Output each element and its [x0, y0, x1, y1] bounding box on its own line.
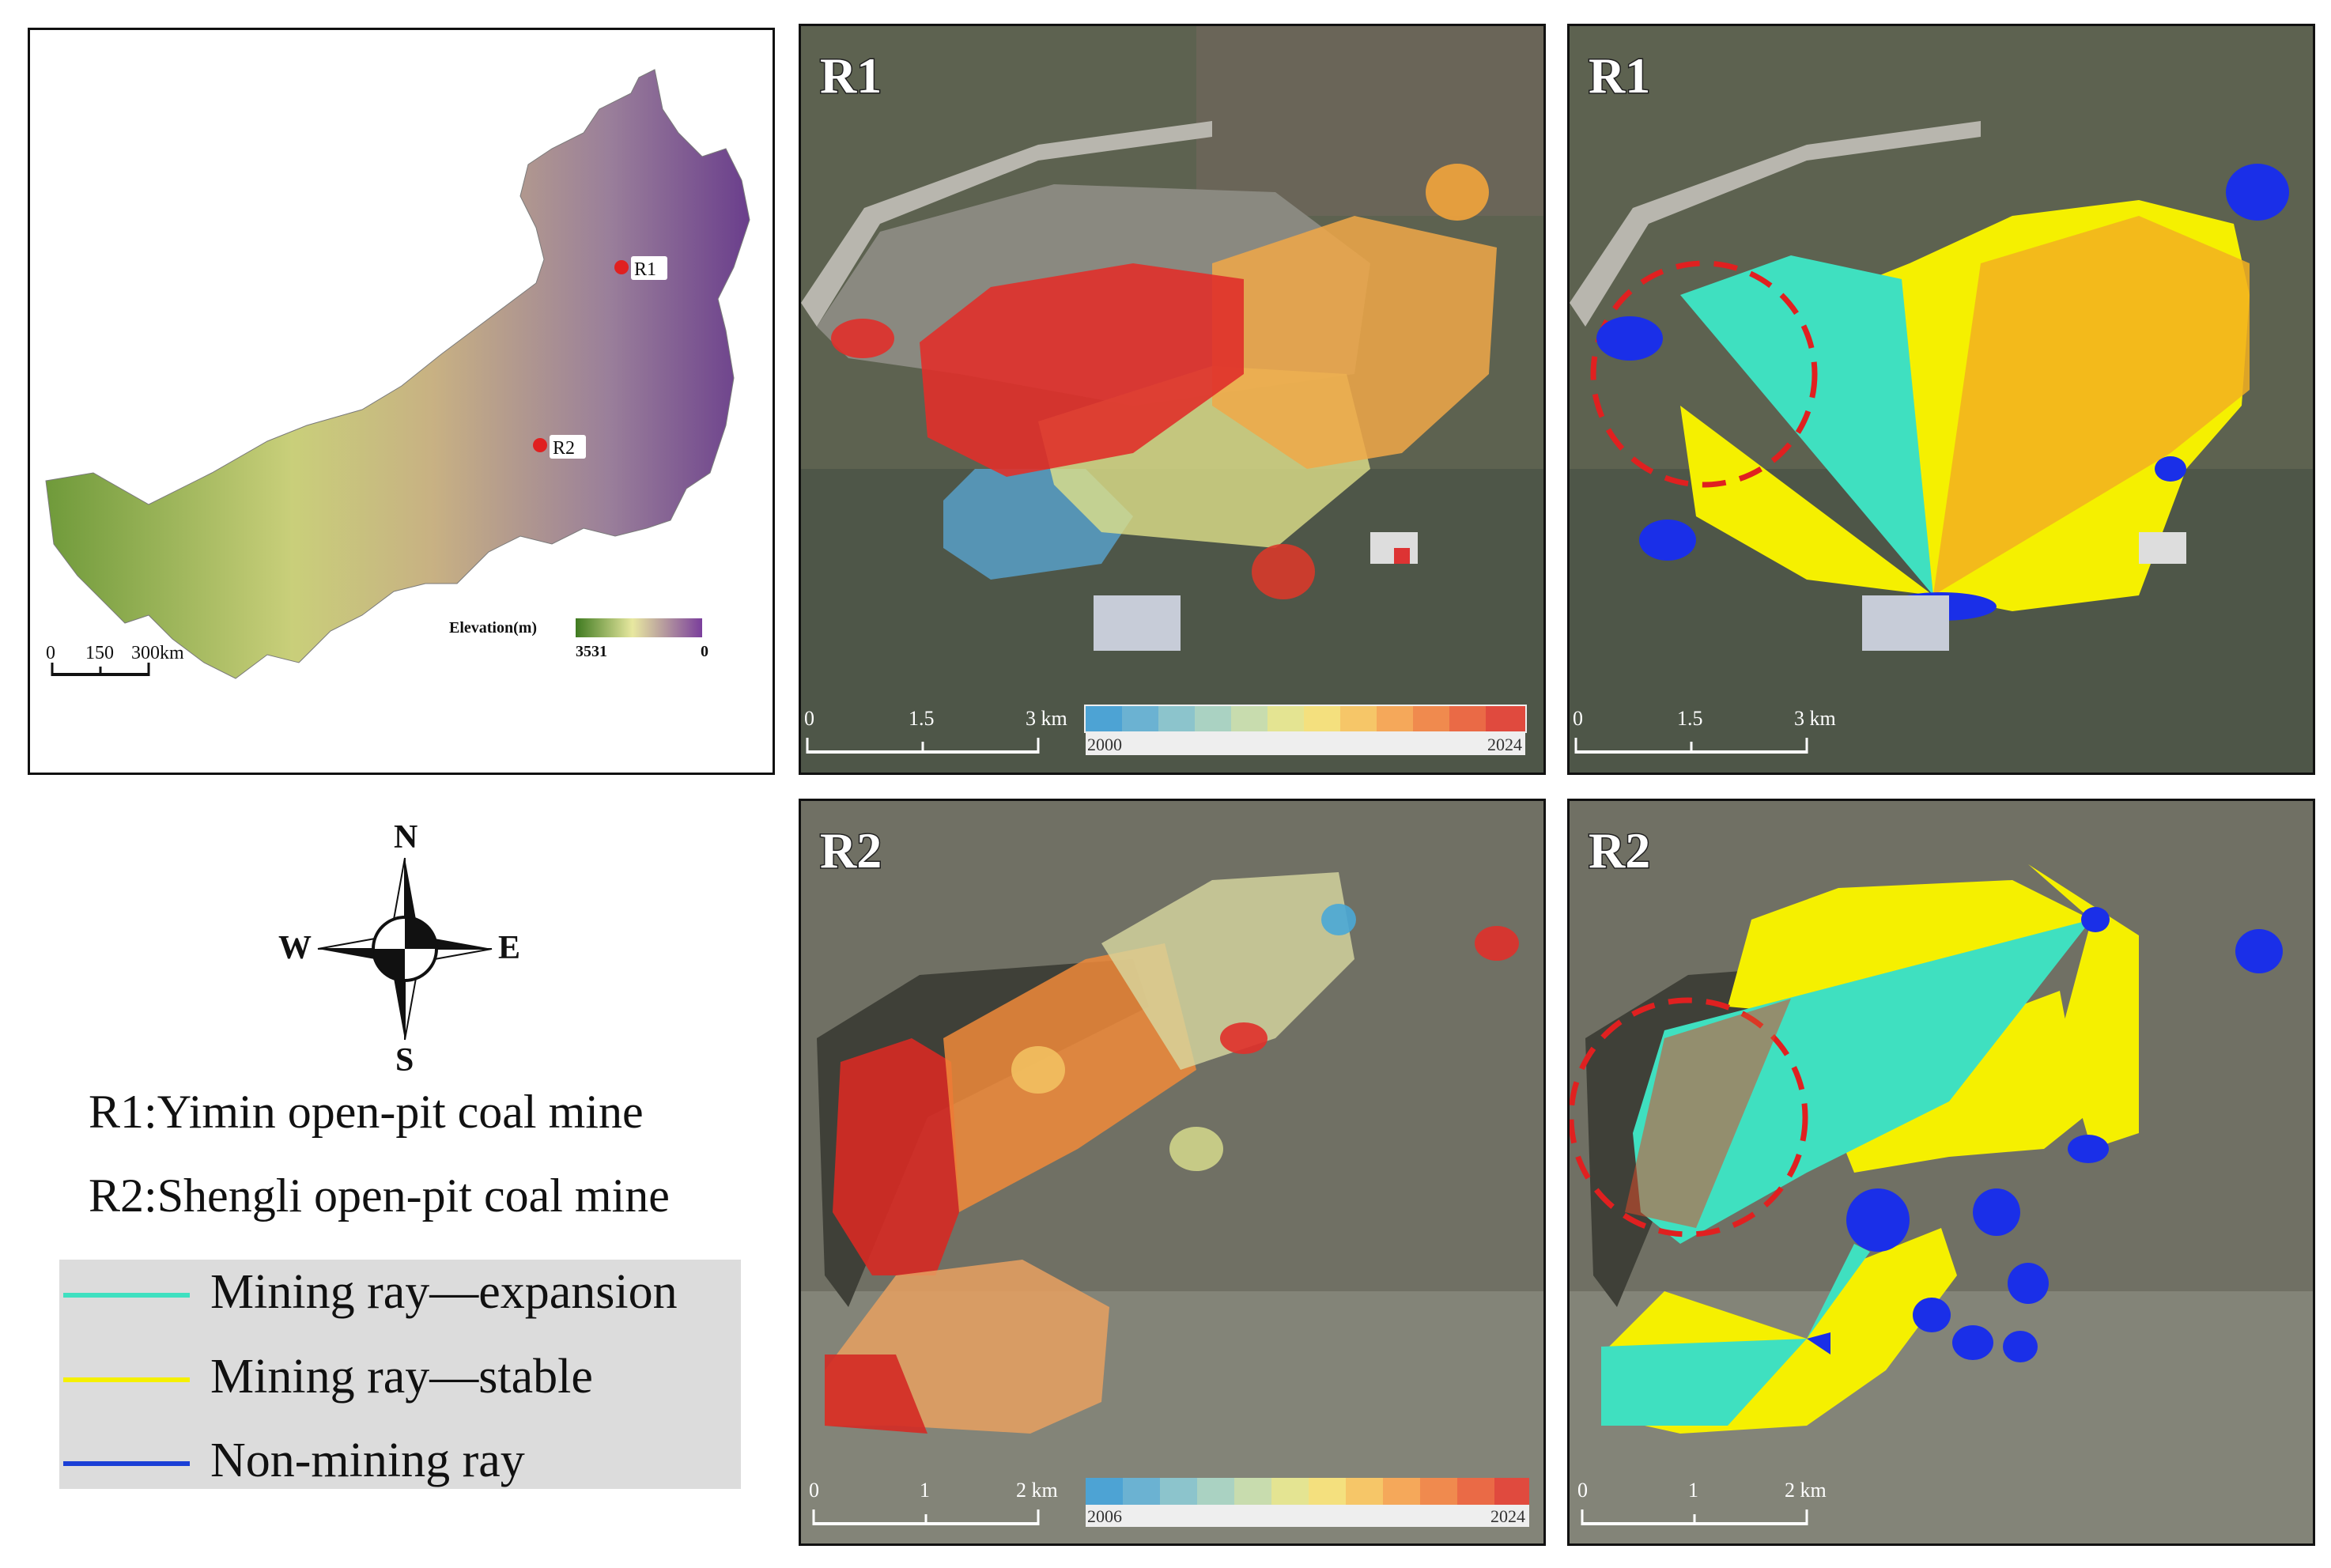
- r1-stable-ray-fan-ne: [1933, 216, 2250, 595]
- compass-north: N: [394, 819, 418, 856]
- r1-timeline-label: R1: [820, 47, 882, 104]
- r1-colorbar-end: 2024: [1487, 735, 1522, 754]
- r2-non-mining-patch-top: [2081, 907, 2110, 932]
- legend-item-non-mining: Non-mining ray: [63, 1434, 743, 1517]
- r2-colorbar-start: 2006: [1087, 1506, 1122, 1526]
- compass-east: E: [498, 930, 521, 966]
- legend-item-stable: Mining ray—stable: [63, 1350, 743, 1433]
- compass-west: W: [278, 930, 312, 966]
- r2-rays-scale-0: 0: [1577, 1479, 1588, 1502]
- r1-mining-extent-late: [1212, 216, 1497, 469]
- r1-timeline-panel: 2000 2024 0 1.5 3 km R1: [799, 24, 1546, 775]
- r2-rays-panel: 0 1 2 km R2: [1567, 799, 2315, 1546]
- r1-rays-scale-mid: 1.5: [1677, 707, 1703, 730]
- r2-timeline-panel: 2006 2024 0 1 2 km R2: [799, 799, 1546, 1546]
- r1-rays-scale-bar: [1574, 738, 1808, 754]
- r1-non-mining-patch-w: [1596, 316, 1663, 361]
- site-label-r2: R2: [553, 438, 575, 459]
- r2-non-mining-patch-e: [1913, 1298, 1951, 1332]
- elevation-legend-max: 0: [701, 643, 708, 660]
- site-marker-r1: [614, 260, 629, 274]
- r1-timeline-scale-end: 3 km: [1026, 707, 1067, 730]
- r2-timeline-scale-0: 0: [809, 1479, 819, 1502]
- r2-rays-scale-end: 2 km: [1785, 1479, 1827, 1502]
- r2-expansion-highlight-circle: [1570, 997, 1808, 1237]
- r1-rays-scale-0: 0: [1573, 707, 1583, 730]
- r1-patch-ne: [1426, 164, 1489, 221]
- r2-stable-ray-fan-ne: [2028, 864, 2139, 1149]
- elevation-legend-title: Elevation(m): [449, 619, 537, 637]
- r1-timeline-scale-0: 0: [804, 707, 814, 730]
- elevation-legend-bar: [576, 618, 702, 637]
- r2-patch-top: [1321, 904, 1356, 935]
- inner-mongolia-region: [45, 69, 750, 679]
- r1-colorbar-cells: [1086, 706, 1525, 731]
- legend-item-expansion: Mining ray—expansion: [63, 1265, 743, 1348]
- r1-colorbar-start: 2000: [1087, 735, 1122, 754]
- r2-patch-a: [1011, 1046, 1065, 1094]
- r1-non-mining-patch-ne: [2226, 164, 2289, 221]
- overview-map-svg: R1 R2 Elevation(m) 3531 0 0 150 300km: [45, 69, 750, 679]
- r2-colorbar-end: 2024: [1490, 1506, 1525, 1526]
- legend-swatch-non-mining: [63, 1461, 190, 1466]
- r2-non-mining-patch-c: [1952, 1325, 1993, 1360]
- r2-non-mining-patch-f: [2068, 1135, 2109, 1163]
- r2-non-mining-patch-mid: [1973, 1188, 2020, 1236]
- r2-mining-extent-latest: [833, 1038, 959, 1275]
- legend-swatch-expansion: [63, 1293, 190, 1298]
- r1-expansion-ray-fan: [1680, 255, 1933, 595]
- overview-scale-150: 150: [85, 643, 114, 663]
- r2-non-mining-patch-ne: [2235, 929, 2283, 973]
- r2-rays-scale-bar: [1581, 1509, 1808, 1525]
- r1-rays-panel: 0 1.5 3 km R1: [1567, 24, 2315, 775]
- site-label-r1: R1: [634, 259, 656, 280]
- r1-expansion-highlight-circle: [1590, 260, 1818, 488]
- r2-timeline-scale-mid: 1: [920, 1479, 930, 1502]
- r2-timeline-scale-end: 2 km: [1016, 1479, 1058, 1502]
- mine-r1-caption: R1:Yimin open-pit coal mine: [89, 1086, 644, 1138]
- r1-non-mining-patch-sw: [1639, 520, 1696, 561]
- r2-south-expansion-fan: [1601, 1339, 1807, 1426]
- r1-patch-se: [1252, 544, 1315, 599]
- r1-timeline-scale-bar: [806, 738, 1040, 754]
- overview-scale-0: 0: [46, 643, 55, 663]
- r2-rays-svg: 0 1 2 km R2: [1570, 801, 2313, 1543]
- ray-legend: [59, 1260, 741, 1489]
- legend-label-non-mining: Non-mining ray: [210, 1434, 525, 1487]
- legend-swatch-stable: [63, 1377, 190, 1382]
- r1-rays-label: R1: [1589, 47, 1650, 104]
- r2-rays-label: R2: [1589, 822, 1650, 878]
- overview-scale-bar: [51, 663, 150, 676]
- r1-rays-scale-end: 3 km: [1794, 707, 1836, 730]
- elevation-legend-min: 3531: [576, 643, 607, 660]
- r1-timeline-svg: 2000 2024 0 1.5 3 km R1: [801, 26, 1543, 773]
- overview-scale-300: 300km: [131, 643, 184, 663]
- r2-patch-ne: [1475, 926, 1519, 961]
- r2-non-mining-patch-d: [2003, 1331, 2038, 1362]
- r2-mining-extent-late: [943, 943, 1196, 1212]
- overview-map-panel: R1 R2 Elevation(m) 3531 0 0 150 300km: [28, 28, 775, 775]
- r2-non-mining-patch-b: [2008, 1263, 2049, 1304]
- r2-patch-c: [1220, 1022, 1268, 1054]
- r1-rays-svg: 0 1.5 3 km R1: [1570, 26, 2313, 773]
- r2-timeline-svg: 2006 2024 0 1 2 km R2: [801, 801, 1543, 1543]
- legend-label-stable: Mining ray—stable: [210, 1350, 593, 1404]
- r2-colorbar-cells: [1086, 1478, 1529, 1505]
- r1-mining-extent-latest: [920, 263, 1244, 477]
- r2-non-mining-patch-a: [1846, 1188, 1910, 1252]
- r2-rays-scale-mid: 1: [1688, 1479, 1698, 1502]
- site-marker-r2: [533, 438, 547, 452]
- compass-south: S: [395, 1042, 414, 1079]
- mine-r2-caption: R2:Shengli open-pit coal mine: [89, 1169, 670, 1222]
- compass-rose: N S W E: [278, 818, 531, 1079]
- r1-non-mining-patch-e: [2155, 456, 2186, 482]
- r2-mining-extent-mid: [1101, 872, 1354, 1070]
- legend-label-expansion: Mining ray—expansion: [210, 1265, 678, 1319]
- r2-expansion-ray-fan: [1633, 920, 2091, 1244]
- r2-timeline-scale-bar: [812, 1509, 1040, 1525]
- r2-timeline-label: R2: [820, 822, 882, 878]
- r2-patch-b: [1169, 1127, 1223, 1171]
- r1-timeline-scale-mid: 1.5: [909, 707, 935, 730]
- r1-patch-w: [831, 319, 894, 358]
